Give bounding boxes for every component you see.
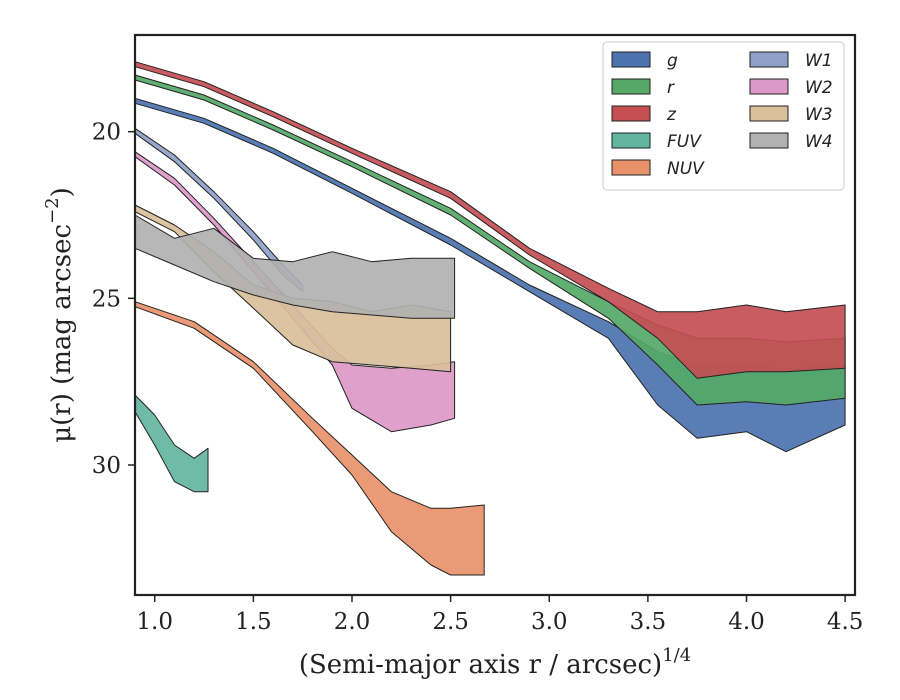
legend-label-W4: W4	[805, 132, 833, 152]
y-axis-label: μ(r) (mag arcsec−2)	[42, 187, 77, 443]
legend-label-W3: W3	[805, 105, 833, 125]
legend-swatch-W1	[749, 51, 789, 68]
legend-label-NUV: NUV	[667, 159, 705, 179]
y-tick-label: 30	[92, 453, 121, 479]
y-tick-label: 20	[92, 120, 121, 146]
x-axis-label: (Semi-major axis r / arcsec)1/4	[299, 645, 691, 680]
band-NUV	[134, 301, 485, 576]
legend-swatch-W2	[749, 78, 789, 95]
band-W4	[134, 214, 456, 319]
legend-swatch-NUV	[611, 159, 651, 176]
y-tick-label: 25	[92, 286, 121, 312]
x-tick-label: 4.0	[728, 609, 765, 635]
x-axis-ticks: 1.0 1.5 2.0 2.5 3.0 3.5 4.0 4.5	[136, 595, 863, 635]
legend-label-r: r	[667, 78, 675, 98]
legend-label-g: g	[667, 51, 678, 71]
legend-swatch-W3	[749, 105, 789, 122]
profile-bands	[134, 61, 846, 576]
y-axis-ticks: 20 25 30	[92, 120, 135, 479]
legend-swatch-z	[611, 105, 651, 122]
x-tick-label: 1.0	[136, 609, 173, 635]
legend-swatch-FUV	[611, 132, 651, 149]
legend-swatch-g	[611, 51, 651, 68]
legend-label-W2: W2	[805, 78, 833, 98]
band-z	[134, 61, 846, 379]
x-tick-label: 3.0	[531, 609, 568, 635]
band-FUV	[134, 394, 209, 493]
legend-label-z: z	[666, 105, 677, 125]
x-tick-label: 2.0	[334, 609, 371, 635]
legend: grz FUV NUV W1 W2 W3 W4	[602, 41, 845, 191]
legend-swatch-r	[611, 78, 651, 95]
x-tick-label: 4.5	[827, 609, 864, 635]
plot-frame	[133, 33, 857, 597]
x-tick-label: 3.5	[630, 609, 667, 635]
x-tick-label: 2.5	[432, 609, 469, 635]
legend-label-FUV: FUV	[667, 132, 702, 152]
x-tick-label: 1.5	[235, 609, 272, 635]
band-r	[134, 74, 846, 406]
legend-swatch-W4	[749, 132, 789, 149]
legend-label-W1: W1	[805, 51, 833, 71]
